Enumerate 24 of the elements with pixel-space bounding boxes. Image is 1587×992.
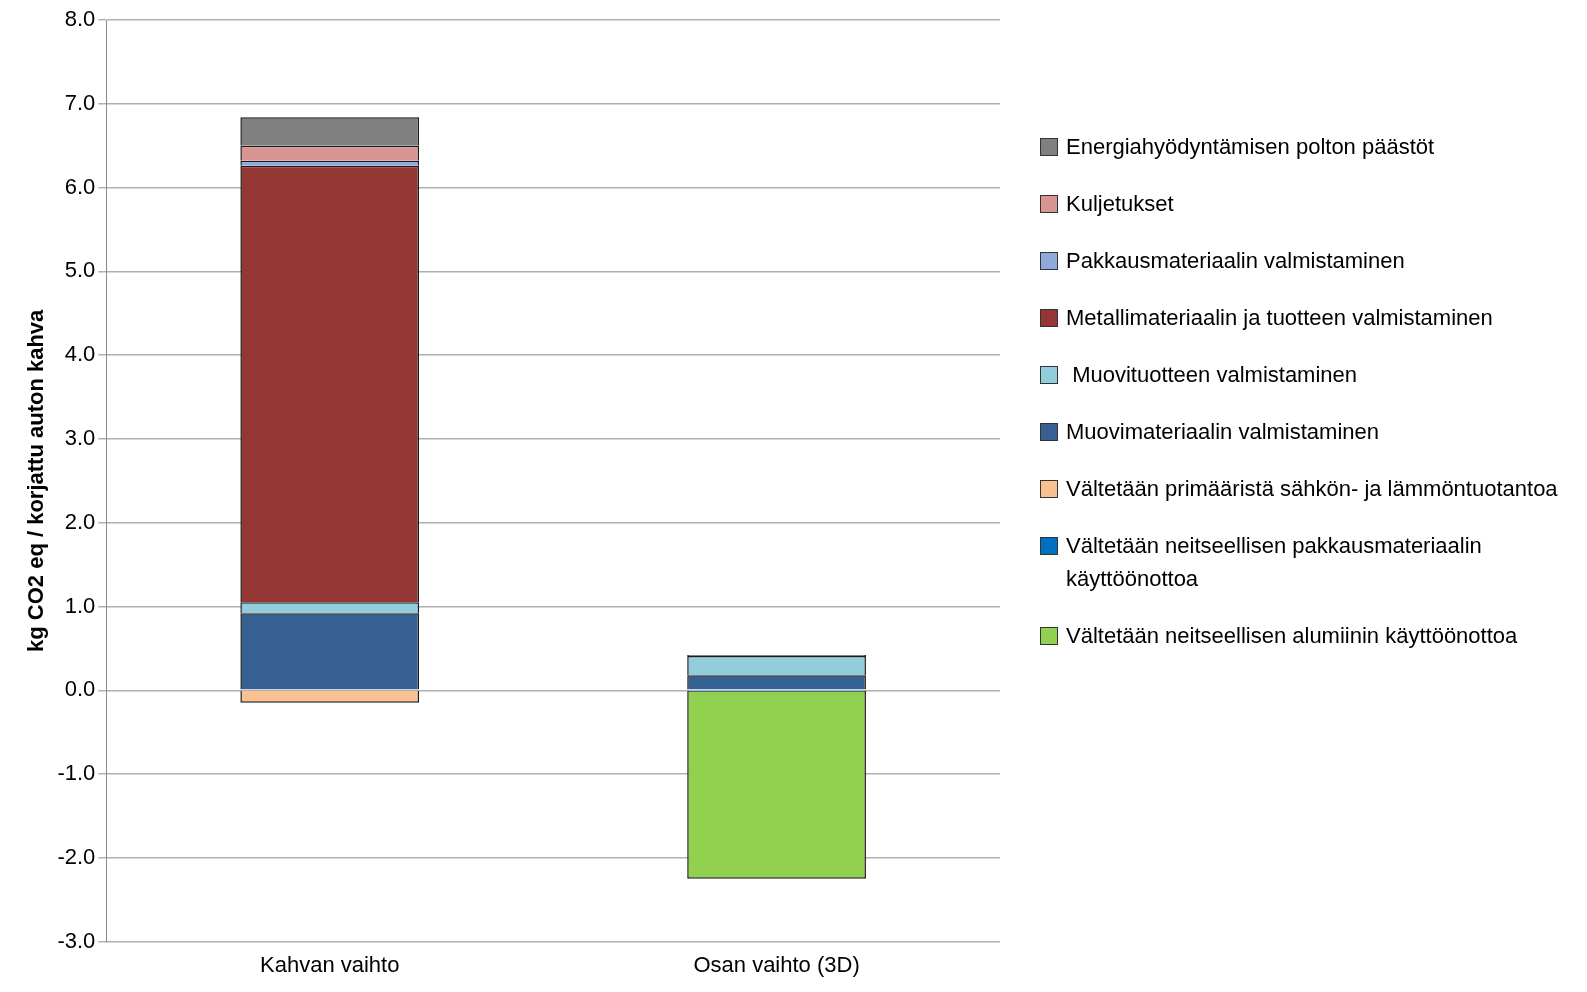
legend-label: Vältetään neitseellisen alumiinin käyttöönottoa (1066, 622, 1518, 650)
y-tick-label: -1.0 (57, 760, 96, 786)
legend-label: Muovituotteen valmistaminen (1071, 361, 1358, 389)
y-tick-label: -3.0 (57, 927, 96, 953)
y-tick-label: 4.0 (64, 341, 96, 367)
y-tick-label: 5.0 (64, 257, 96, 283)
x-tick-label: Osan vaihto (3D) (693, 951, 860, 977)
legend-label: Pakkausmateriaalin valmistaminen (1066, 247, 1405, 275)
y-axis-title: kg CO2 eq / korjattu auton kahva (23, 308, 49, 652)
legend-label: Vältetään neitseellisen pakkausmateriaalin käyttöönottoa (1066, 532, 1483, 593)
y-tick-label: 7.0 (64, 89, 96, 115)
legend-label: Muovimateriaalin valmistaminen (1066, 418, 1380, 446)
y-tick-label: 6.0 (64, 173, 96, 199)
y-tick-label: 2.0 (64, 508, 96, 534)
y-tick-label: -2.0 (57, 843, 96, 869)
legend-label: Metallimateriaalin ja tuotteen valmistaminen (1066, 304, 1493, 332)
y-tick-label: 1.0 (64, 592, 96, 618)
x-tick-label: Kahvan vaihto (260, 951, 400, 977)
y-tick-label: 3.0 (64, 424, 96, 450)
legend-label: Vältetään primääristä sähkön- ja lämmöntuotantoa (1066, 475, 1558, 503)
y-tick-label: 0.0 (64, 676, 96, 702)
legend-label: Kuljetukset (1066, 190, 1174, 218)
legend-label: Energiahyödyntämisen polton päästöt (1066, 133, 1435, 161)
y-tick-label: 8.0 (64, 6, 96, 32)
